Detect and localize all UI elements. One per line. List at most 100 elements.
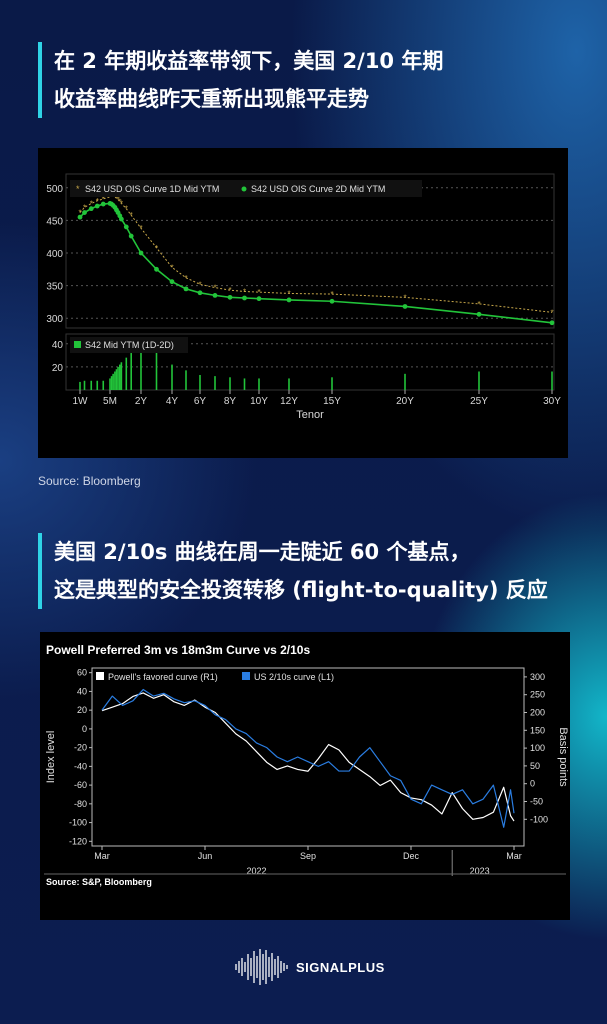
series-1-point: *: [550, 308, 553, 317]
chart2-legend-label-2: US 2/10s curve (L1): [254, 672, 334, 682]
x-tick-label: 6Y: [194, 396, 207, 407]
series-2-point: [476, 311, 482, 317]
series-1-point: *: [213, 284, 216, 293]
series-1-point: *: [125, 205, 128, 214]
brand-logo: SIGNALPLUS: [234, 948, 385, 986]
chart2-legend-label-1: Powell's favored curve (R1): [108, 672, 218, 682]
series-1-point: *: [115, 194, 118, 203]
left-tick-label: -20: [74, 743, 87, 753]
main-y-tick-label: 300: [46, 314, 63, 325]
brand-name: SIGNALPLUS: [296, 959, 385, 975]
x-tick-label: 25Y: [470, 396, 488, 407]
series-1-point: *: [118, 197, 121, 206]
x-tick-label: Dec: [403, 851, 420, 861]
sub-legend-bg: [70, 337, 188, 353]
x-tick-label: Mar: [506, 851, 522, 861]
series-2-point: [227, 294, 233, 300]
left-tick-label: 60: [77, 668, 87, 678]
powell-curve-chart: Powell Preferred 3m vs 18m3m Curve vs 2/…: [40, 632, 570, 920]
series-2-point: [197, 290, 203, 296]
chart2-legend-marker-2: [242, 672, 250, 680]
chart2-title: Powell Preferred 3m vs 18m3m Curve vs 2/…: [46, 643, 310, 657]
series-1-point: *: [184, 274, 187, 283]
left-tick-label: 40: [77, 686, 87, 696]
series-1-point: *: [113, 193, 116, 202]
left-tick-label: 0: [82, 724, 87, 734]
series-1-point: *: [155, 244, 158, 253]
sub-y-tick-label: 40: [52, 340, 64, 351]
series-2-point: [329, 298, 335, 304]
chart2-series-line-2: [101, 688, 515, 828]
left-axis-label: Index level: [45, 731, 57, 784]
x-year-label: 2022: [246, 866, 266, 876]
series-1-point: *: [90, 199, 93, 208]
headline-1-line2: 收益率曲线昨天重新出现熊平走势: [54, 87, 369, 111]
x-tick-label: 4Y: [166, 396, 179, 407]
x-tick-label: 15Y: [323, 396, 341, 407]
legend-label-1: S42 USD OIS Curve 1D Mid YTM: [85, 184, 219, 194]
x-tick-label: Jun: [198, 851, 213, 861]
series-1-point: *: [257, 288, 260, 297]
series-2-point: [88, 206, 94, 212]
legend-label-2: S42 USD OIS Curve 2D Mid YTM: [251, 184, 385, 194]
series-1-point: *: [116, 196, 119, 205]
left-tick-label: -120: [69, 836, 87, 846]
right-tick-label: 0: [530, 779, 535, 789]
series-2-point: [128, 233, 134, 239]
x-axis-label: Tenor: [296, 409, 324, 421]
right-axis-label: Basis points: [557, 727, 569, 787]
x-tick-label: 20Y: [396, 396, 414, 407]
series-2-point: [94, 203, 100, 209]
series-2-point: [286, 297, 292, 303]
series-1-point: *: [243, 287, 246, 296]
series-1-point: *: [170, 263, 173, 272]
series-1-point: *: [287, 289, 290, 298]
series-2-point: [183, 286, 189, 292]
series-2-point: [402, 304, 408, 309]
left-tick-label: 20: [77, 705, 87, 715]
x-tick-label: Sep: [300, 851, 316, 861]
main-y-tick-label: 350: [46, 282, 63, 293]
x-tick-label: 12Y: [280, 396, 298, 407]
x-tick-label: 5M: [103, 396, 117, 407]
series-1-point: *: [120, 199, 123, 208]
left-tick-label: -80: [74, 799, 87, 809]
x-tick-label: 10Y: [250, 396, 268, 407]
chart2-legend: Powell's favored curve (R1) US 2/10s curv…: [96, 672, 334, 682]
main-y-tick-label: 400: [46, 249, 63, 260]
headline-1-line1: 在 2 年期收益率带领下，美国 2/10 年期: [54, 49, 444, 73]
yield-curve-chart: 300 350 400 450 500 20 40 * * * * * * * * * * * * * * * * * * * * *…: [38, 148, 568, 458]
chart1-source: Source: Bloomberg: [38, 474, 141, 488]
chart2-source: Source: S&P, Bloomberg: [46, 877, 152, 887]
main-panel-frame: [65, 173, 555, 329]
series-2-point: [138, 250, 144, 256]
x-tick-label: 30Y: [543, 396, 561, 407]
headline-2-line1: 美国 2/10s 曲线在周一走陡近 60 个基点，: [54, 540, 471, 564]
series-1-point: *: [139, 224, 142, 233]
x-year-label: 2023: [470, 866, 490, 876]
sub-legend-marker: [74, 341, 81, 348]
x-tick-label: 2Y: [135, 396, 148, 407]
main-y-tick-label: 450: [46, 216, 63, 227]
series-1-point: *: [102, 195, 105, 204]
signal-wave-icon: [235, 949, 288, 985]
series-1-point: *: [83, 203, 86, 212]
left-tick-label: -100: [69, 818, 87, 828]
chart2-series-line-1: [101, 692, 515, 822]
series-1-point: *: [198, 280, 201, 289]
series-1-point: *: [78, 209, 81, 218]
series-2-point: [123, 224, 129, 230]
right-tick-label: -100: [530, 814, 548, 824]
right-tick-label: 250: [530, 690, 545, 700]
series-2-point: [242, 295, 247, 301]
x-tick-label: 1W: [73, 396, 89, 407]
legend-marker-1: *: [76, 184, 80, 194]
series-2-point: [256, 296, 262, 302]
series-2-point: [212, 292, 218, 298]
right-tick-label: -50: [530, 797, 543, 807]
series-line-1: [79, 195, 553, 313]
series-1-point: *: [108, 193, 111, 202]
legend-marker-2: [241, 186, 247, 192]
series-1-point: *: [130, 211, 133, 220]
